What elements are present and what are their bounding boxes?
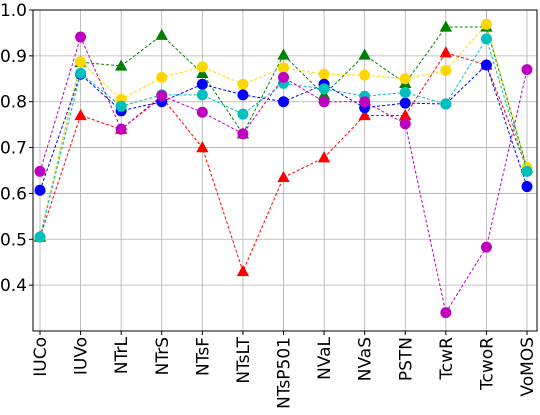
data-point bbox=[277, 48, 290, 60]
x-tick-label: NTsF bbox=[193, 337, 213, 376]
x-tick-label: PSTN bbox=[396, 337, 416, 381]
data-point bbox=[399, 97, 411, 109]
data-point bbox=[440, 65, 452, 77]
data-point bbox=[359, 96, 371, 108]
data-point bbox=[115, 123, 127, 135]
data-point bbox=[34, 165, 46, 177]
y-tick-label: 0.8 bbox=[0, 93, 27, 113]
y-tick-label: 0.4 bbox=[0, 276, 27, 296]
data-point bbox=[358, 108, 371, 121]
data-point bbox=[521, 181, 533, 193]
x-tick-label: NTsLT bbox=[234, 336, 254, 383]
data-point bbox=[399, 118, 411, 130]
y-tick-label: 0.6 bbox=[0, 184, 27, 204]
data-point bbox=[278, 96, 289, 108]
data-point bbox=[34, 231, 46, 243]
data-point bbox=[196, 61, 208, 73]
data-point bbox=[440, 307, 452, 319]
x-tick-label: NTrS bbox=[153, 337, 173, 375]
data-point bbox=[156, 90, 168, 102]
data-point bbox=[399, 108, 412, 121]
data-point bbox=[237, 108, 249, 120]
data-point bbox=[278, 62, 289, 74]
x-tick-label: VoMOS bbox=[518, 337, 538, 397]
y-tick-label: 0.7 bbox=[0, 139, 27, 159]
data-point bbox=[480, 18, 492, 30]
data-point bbox=[480, 33, 492, 45]
x-tick-label: TcwR bbox=[437, 337, 457, 381]
data-point bbox=[277, 170, 290, 183]
data-point bbox=[399, 87, 411, 99]
plot-area bbox=[32, 9, 538, 332]
data-point bbox=[480, 59, 492, 71]
data-point bbox=[439, 46, 453, 58]
data-point bbox=[196, 89, 208, 101]
y-tick-label: 1.0 bbox=[0, 1, 27, 21]
data-point bbox=[521, 165, 533, 177]
x-tick-label: NTsP501 bbox=[275, 337, 295, 409]
data-point bbox=[237, 78, 249, 90]
data-point bbox=[196, 141, 209, 153]
data-point bbox=[196, 78, 208, 90]
data-point bbox=[34, 184, 46, 196]
data-point bbox=[115, 100, 127, 112]
x-tick-label: NVaS bbox=[356, 337, 376, 381]
data-point bbox=[440, 98, 452, 110]
data-point bbox=[399, 73, 411, 85]
x-tick-label: NVaL bbox=[315, 336, 335, 379]
data-point bbox=[75, 56, 87, 68]
y-tick-label: 0.9 bbox=[0, 47, 27, 67]
data-point bbox=[114, 59, 128, 71]
data-point bbox=[317, 151, 331, 163]
data-point bbox=[318, 83, 330, 95]
data-point bbox=[75, 67, 87, 79]
x-tick-label: TcwoR bbox=[477, 337, 497, 391]
x-tick-label: IUVo bbox=[72, 337, 92, 375]
y-tick-label: 0.5 bbox=[0, 230, 27, 250]
data-point bbox=[74, 108, 87, 121]
data-point bbox=[318, 96, 330, 108]
data-point bbox=[359, 69, 371, 81]
data-point bbox=[75, 31, 87, 43]
x-tick-label: IUCo bbox=[31, 337, 51, 377]
series-6 bbox=[34, 31, 533, 319]
data-point bbox=[196, 66, 209, 78]
x-tick-label: NTrL bbox=[112, 336, 132, 374]
data-point bbox=[237, 89, 249, 101]
data-point bbox=[155, 28, 168, 40]
data-point bbox=[237, 128, 249, 140]
data-point bbox=[236, 264, 250, 277]
data-point bbox=[480, 241, 492, 253]
data-point bbox=[521, 64, 533, 76]
y-axis: 0.4 0.5 0.6 0.7 0.8 0.9 1.0 bbox=[0, 1, 33, 296]
data-point bbox=[196, 106, 208, 118]
data-point bbox=[318, 68, 330, 80]
data-point bbox=[439, 20, 453, 32]
data-point bbox=[358, 48, 371, 60]
data-point bbox=[278, 71, 289, 83]
series-group bbox=[33, 18, 534, 319]
data-point bbox=[156, 71, 168, 83]
x-axis: IUCo IUVo NTrL NTrS NTsF NTsLT NTsP501 NVaL NVaS… bbox=[31, 331, 538, 409]
